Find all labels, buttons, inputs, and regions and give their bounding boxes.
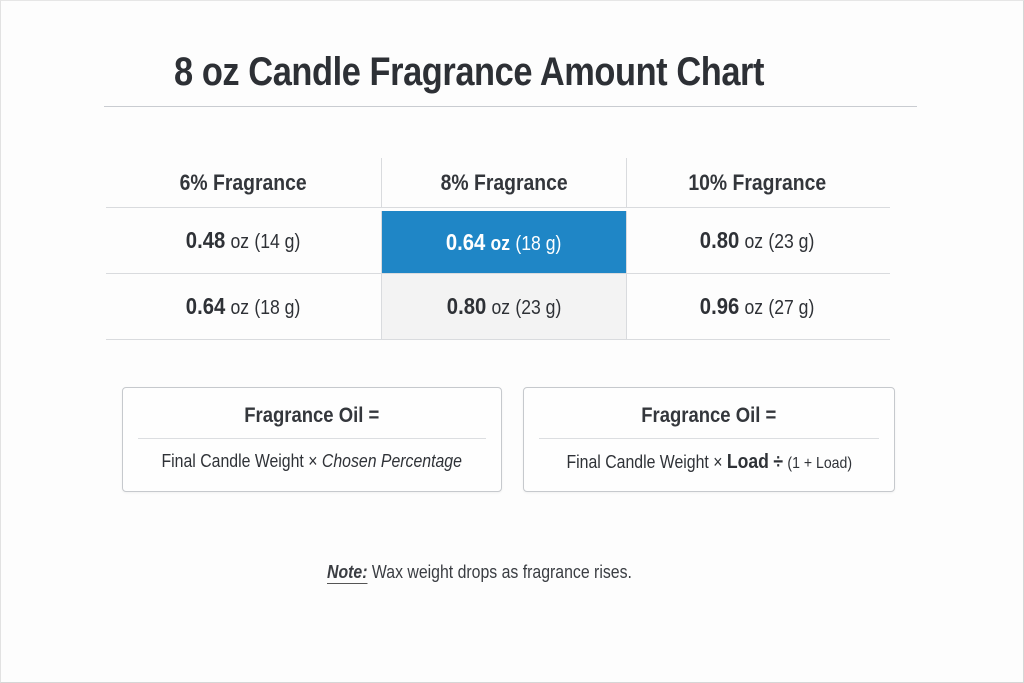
formula-divider [539, 438, 879, 439]
table-cell: 0.48 oz (14 g) [186, 227, 301, 253]
table-row: 0.64 oz (18 g) 0.80 oz (23 g) 0.96 oz (27 g) [106, 274, 890, 340]
table-cell: 0.96 oz (27 g) [700, 293, 815, 319]
highlighted-cell: 0.64 oz (18 g) [381, 211, 627, 273]
note-text: Wax weight drops as fragrance rises. [371, 562, 632, 582]
note-label: Note: [327, 562, 368, 584]
formula-expression: Final Candle Weight × Chosen Percentage [161, 451, 463, 471]
formula-expression: Final Candle Weight × Load ÷ (1 + Load) [566, 451, 852, 473]
formula-divider [138, 438, 486, 439]
shaded-cell: 0.80 oz (23 g) [381, 274, 627, 339]
formula-box-percentage: Fragrance Oil = Final Candle Weight × Ch… [122, 387, 502, 492]
chart-title: 8 oz Candle Fragrance Amount Chart [174, 50, 765, 94]
formula-heading: Fragrance Oil = [641, 404, 777, 427]
formula-box-load: Fragrance Oil = Final Candle Weight × Lo… [523, 387, 895, 492]
fragrance-table: 6% Fragrance 8% Fragrance 10% Fragrance … [106, 158, 890, 340]
footnote: Note: Wax weight drops as fragrance rise… [327, 562, 673, 584]
header-10-percent: 10% Fragrance [688, 169, 827, 195]
title-divider [104, 106, 917, 107]
header-6-percent: 6% Fragrance [180, 169, 307, 195]
table-cell: 0.64 oz (18 g) [186, 293, 301, 319]
table-header-row: 6% Fragrance 8% Fragrance 10% Fragrance [106, 158, 890, 208]
table-row: 0.48 oz (14 g) 0.64 oz (18 g) 0.80 oz (23 g) [106, 208, 890, 274]
formula-heading: Fragrance Oil = [244, 404, 380, 427]
table-cell: 0.80 oz (23 g) [700, 227, 815, 253]
header-8-percent: 8% Fragrance [381, 158, 627, 207]
